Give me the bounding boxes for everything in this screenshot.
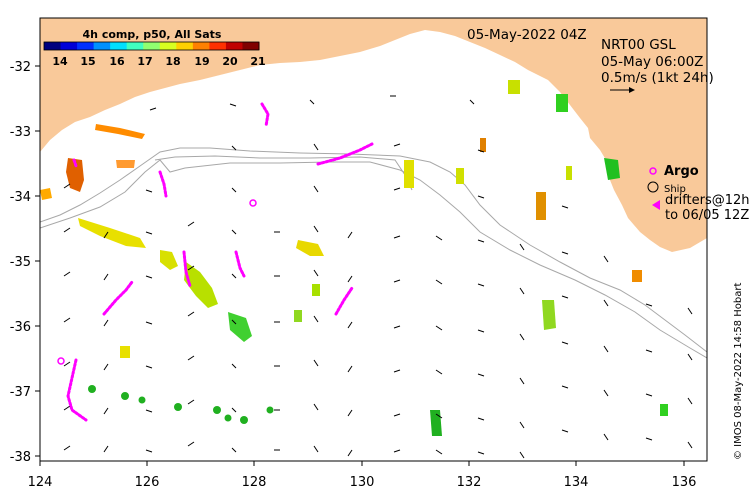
y-tick-label: -33 — [10, 125, 31, 140]
colorbar-tick: 14 — [52, 55, 68, 68]
colorbar: 4h comp, p50, All Sats 14 15 16 17 18 19… — [43, 28, 266, 68]
sst-patch — [294, 310, 302, 322]
sst-patch — [566, 166, 572, 180]
sst-patch — [120, 346, 130, 358]
colorbar-swatch — [110, 42, 128, 50]
sst-patch — [542, 300, 556, 330]
sst-patch — [480, 138, 486, 152]
x-tick-label: 124 — [28, 475, 53, 490]
colorbar-swatch — [192, 42, 210, 50]
argo-legend-label: Argo — [664, 164, 699, 179]
colorbar-tick: 21 — [250, 55, 265, 68]
drifter-track — [158, 170, 168, 198]
colorbar-tick: 19 — [194, 55, 209, 68]
argo-float — [249, 199, 257, 207]
colorbar-tick: 17 — [137, 55, 152, 68]
sst-patch — [604, 158, 620, 180]
argo-float — [57, 357, 65, 365]
contour-shelf — [40, 147, 707, 353]
y-tick-label: -36 — [10, 320, 31, 335]
y-tick-label: -37 — [10, 385, 31, 400]
contour-inner — [154, 155, 413, 191]
sst-patch — [430, 410, 442, 436]
drifter-track — [316, 142, 374, 166]
sst-patch — [66, 158, 84, 192]
colorbar-swatch — [176, 42, 194, 50]
x-tick-label: 126 — [135, 475, 160, 490]
colorbar-title: 4h comp, p50, All Sats — [83, 28, 222, 41]
contour-slope — [40, 159, 707, 359]
colorbar-swatch — [159, 42, 177, 50]
y-tick-label: -38 — [10, 450, 31, 465]
sst-patch — [536, 192, 546, 220]
y-tick-label: -34 — [10, 190, 31, 205]
sst-patch — [312, 284, 320, 296]
y-tick-label: -32 — [10, 60, 31, 75]
x-tick-label: 130 — [350, 475, 375, 490]
colorbar-tick: 15 — [80, 55, 95, 68]
colorbar-tick: 20 — [222, 55, 238, 68]
drifter-track — [260, 102, 270, 128]
sst-swaths — [40, 80, 668, 436]
colorbar-swatch — [143, 42, 161, 50]
sst-patch — [78, 218, 146, 248]
x-tick-label: 132 — [457, 475, 482, 490]
drifter-legend-label: drifters@12h — [665, 193, 750, 208]
colorbar-swatch — [93, 42, 111, 50]
colorbar-tick: 16 — [109, 55, 125, 68]
drifter-track — [334, 286, 354, 316]
sst-patch — [160, 250, 178, 270]
x-axis — [39, 461, 685, 466]
sst-patch — [95, 124, 145, 139]
drifter-legend-range: to 06/05 12Z — [665, 208, 749, 223]
date-label: 05-May-2022 04Z — [467, 27, 587, 43]
sst-patch — [456, 168, 464, 184]
ship-legend-icon — [647, 181, 659, 193]
product-label: NRT00 GSL — [601, 37, 676, 53]
drifter-track — [182, 250, 192, 288]
sst-patch — [228, 312, 252, 342]
sst-patch — [296, 240, 324, 256]
drifter-markers — [88, 385, 274, 424]
current-vectors — [63, 95, 693, 459]
y-tick-label: -35 — [10, 255, 31, 270]
sst-patch — [632, 270, 642, 282]
land-australia — [40, 18, 707, 252]
sst-patch — [116, 160, 135, 168]
credit-label: © IMOS 08-May-2022 14:58 Hobart — [733, 283, 744, 460]
x-tick-label: 128 — [242, 475, 267, 490]
colorbar-swatch — [242, 42, 260, 50]
ship-legend-label: Ship — [664, 184, 686, 195]
colorbar-tick: 18 — [165, 55, 180, 68]
sst-patch — [40, 188, 52, 200]
plot-frame — [39, 17, 708, 462]
drifter-legend-icon — [652, 200, 660, 210]
sst-patch — [556, 94, 568, 112]
colorbar-swatch — [209, 42, 227, 50]
x-tick-label: 134 — [564, 475, 589, 490]
sst-patch — [184, 262, 218, 308]
time-label: 05-May 06:00Z — [601, 54, 703, 70]
colorbar-ramp — [44, 42, 260, 50]
colorbar-swatch — [77, 42, 95, 50]
x-tick-label: 136 — [672, 475, 697, 490]
colorbar-swatch — [60, 42, 78, 50]
drifter-tracks — [66, 102, 374, 422]
colorbar-swatch — [126, 42, 144, 50]
drifter-track — [102, 280, 134, 316]
y-axis — [35, 65, 40, 457]
drifter-track — [66, 358, 88, 422]
scale-label: 0.5m/s (1kt 24h) — [601, 70, 714, 86]
drifter-track — [234, 250, 246, 278]
sst-patch — [404, 160, 414, 188]
colorbar-swatch — [44, 42, 62, 50]
argo-legend-icon — [649, 167, 657, 175]
sst-patch — [508, 80, 520, 94]
drifter-track — [72, 158, 78, 168]
colorbar-swatch — [225, 42, 243, 50]
sst-patch — [660, 404, 668, 416]
